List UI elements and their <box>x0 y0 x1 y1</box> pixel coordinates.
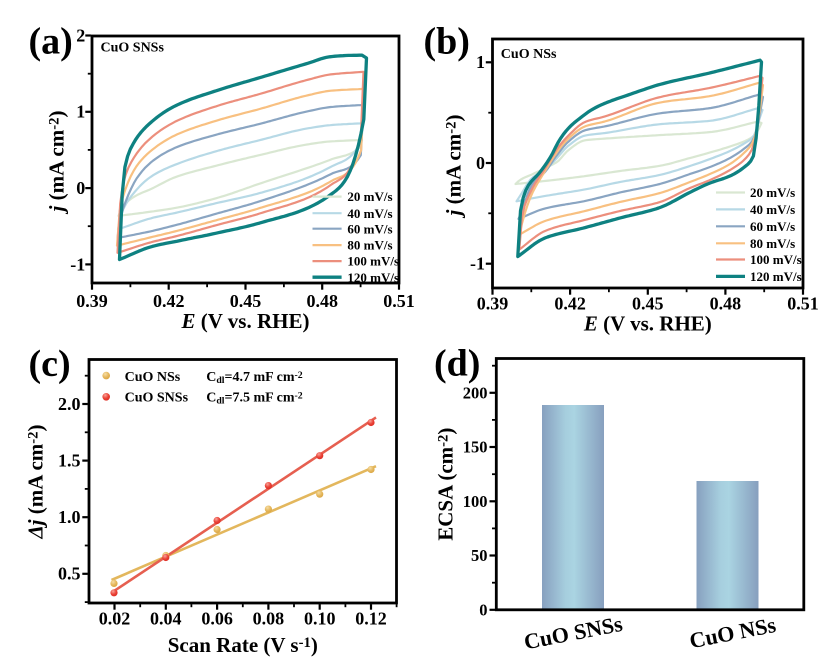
svg-text:ECSA (cm-2): ECSA (cm-2) <box>434 428 458 541</box>
svg-text:20 mV/s: 20 mV/s <box>750 185 795 200</box>
svg-text:120 mV/s: 120 mV/s <box>347 270 399 285</box>
svg-text:j (mA cm-2): j (mA cm-2) <box>45 111 69 215</box>
svg-text:20 mV/s: 20 mV/s <box>347 189 392 204</box>
svg-text:60 mV/s: 60 mV/s <box>750 219 795 234</box>
svg-text:200: 200 <box>463 384 488 403</box>
svg-text:0.04: 0.04 <box>150 608 182 628</box>
svg-text:0.39: 0.39 <box>76 291 108 311</box>
svg-text:0.48: 0.48 <box>306 291 338 311</box>
svg-text:(c): (c) <box>29 343 71 385</box>
svg-text:100 mV/s: 100 mV/s <box>750 252 802 267</box>
svg-text:0: 0 <box>479 601 487 620</box>
svg-text:(a): (a) <box>29 20 73 62</box>
svg-text:2.0: 2.0 <box>58 394 81 414</box>
svg-text:0.10: 0.10 <box>304 608 336 628</box>
svg-text:0.45: 0.45 <box>230 291 262 311</box>
svg-text:CuO NSs: CuO NSs <box>125 370 181 385</box>
svg-text:0.42: 0.42 <box>153 291 185 311</box>
svg-text:0: 0 <box>476 153 485 173</box>
svg-text:80 mV/s: 80 mV/s <box>750 236 795 251</box>
svg-text:0.06: 0.06 <box>201 608 233 628</box>
svg-text:0.39: 0.39 <box>477 294 509 314</box>
svg-text:2: 2 <box>76 25 85 45</box>
svg-text:0.02: 0.02 <box>99 608 131 628</box>
svg-text:40 mV/s: 40 mV/s <box>347 206 392 221</box>
svg-text:60 mV/s: 60 mV/s <box>347 221 392 236</box>
svg-text:E (V vs. RHE): E (V vs. RHE) <box>583 311 712 335</box>
svg-text:150: 150 <box>463 438 488 457</box>
svg-text:40 mV/s: 40 mV/s <box>750 202 795 217</box>
svg-text:Cdl=4.7 mF cm-2: Cdl=4.7 mF cm-2 <box>206 370 303 386</box>
svg-text:(d): (d) <box>434 342 480 384</box>
svg-text:-1: -1 <box>470 254 485 274</box>
svg-text:120 mV/s: 120 mV/s <box>750 269 802 284</box>
svg-text:0: 0 <box>76 178 85 198</box>
svg-text:CuO NSs: CuO NSs <box>501 47 557 62</box>
svg-text:1: 1 <box>476 52 485 72</box>
svg-text:CuO SNSs: CuO SNSs <box>101 40 165 55</box>
svg-text:Cdl=7.5 mF cm-2: Cdl=7.5 mF cm-2 <box>206 390 303 406</box>
svg-text:0.51: 0.51 <box>787 294 819 314</box>
svg-text:1.5: 1.5 <box>58 451 81 471</box>
svg-text:0.42: 0.42 <box>554 294 586 314</box>
svg-text:0.5: 0.5 <box>58 564 81 584</box>
svg-text:0.45: 0.45 <box>632 294 664 314</box>
svg-text:1.0: 1.0 <box>58 507 81 527</box>
svg-text:0.08: 0.08 <box>253 608 285 628</box>
svg-text:1: 1 <box>76 102 85 122</box>
svg-text:100 mV/s: 100 mV/s <box>347 254 399 269</box>
svg-text:CuO SNSs: CuO SNSs <box>125 391 189 406</box>
svg-text:50: 50 <box>471 546 488 565</box>
svg-text:(b): (b) <box>424 21 470 63</box>
svg-text:-1: -1 <box>70 254 85 274</box>
svg-text:80 mV/s: 80 mV/s <box>347 238 392 253</box>
svg-text:100: 100 <box>463 492 488 511</box>
svg-text:0.51: 0.51 <box>383 291 415 311</box>
svg-text:0.12: 0.12 <box>355 608 387 628</box>
svg-text:E (V vs. RHE): E (V vs. RHE) <box>181 309 310 333</box>
svg-text:0.48: 0.48 <box>710 294 742 314</box>
svg-text:Scan Rate (V s-1): Scan Rate (V s-1) <box>168 633 318 657</box>
